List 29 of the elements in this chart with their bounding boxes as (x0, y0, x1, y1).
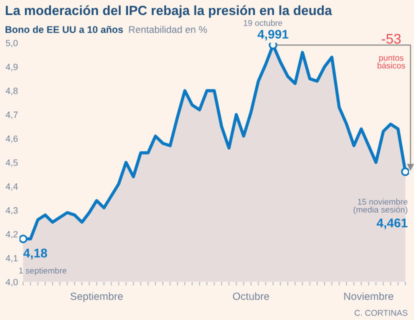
y-tick-label: 4,3 (6, 207, 18, 215)
point (401, 167, 410, 176)
y-tick-label: 4,0 (6, 278, 18, 286)
x-tick-label: Noviembre (344, 292, 394, 300)
x-tick-label: Octubre (232, 292, 270, 300)
text: 19 octubre (244, 20, 282, 26)
y-tick-label: 4,8 (6, 88, 18, 96)
y-tick-label: 4,9 (6, 64, 18, 72)
y-tick-label: 4,7 (6, 112, 18, 120)
annotation: -53 (382, 34, 401, 44)
y-tick-label: 4,4 (6, 183, 18, 191)
text: C. CORTINAS (354, 310, 408, 316)
annotation: 1 septiembre (19, 267, 66, 276)
y-tick-label: 4,6 (6, 135, 18, 143)
chart-title: La moderación del IPC rebaja la presión en la deuda (6, 5, 332, 18)
y-tick-label: 4,5 (6, 159, 18, 167)
point (19, 234, 28, 244)
chart-subtitle: Bono de EE UU a 10 años (6, 26, 123, 34)
y-tick-label: 4,2 (6, 231, 18, 239)
y-axis-title: Rentabilidad en % (129, 26, 207, 34)
annotation: 15 noviembre (media sesión) (354, 198, 408, 214)
annotation: 4,461 (376, 218, 408, 230)
x-tick-label: Septiembre (70, 292, 123, 302)
annotation: 4,18 (23, 248, 48, 260)
y-tick-label: 4,1 (6, 255, 18, 262)
annotation: puntos básicos (378, 55, 406, 69)
y-tick-label: 5,0 (6, 40, 18, 48)
point (268, 42, 278, 50)
annotation: 4,991 (258, 30, 288, 40)
